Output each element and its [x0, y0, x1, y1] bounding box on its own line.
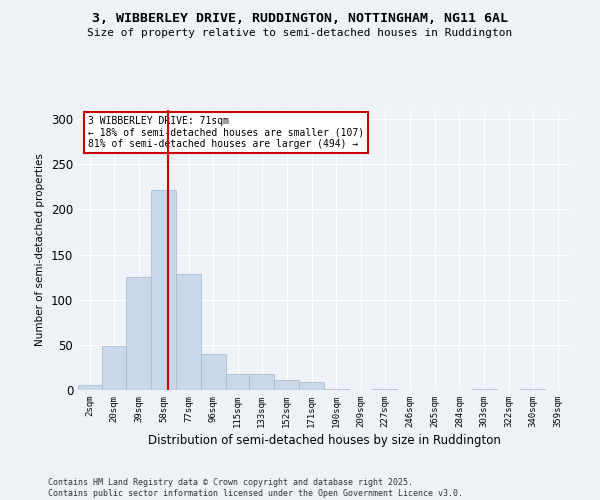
Bar — [127, 277, 151, 390]
Text: 3 WIBBERLEY DRIVE: 71sqm
← 18% of semi-detached houses are smaller (107)
81% of : 3 WIBBERLEY DRIVE: 71sqm ← 18% of semi-d… — [88, 116, 364, 149]
Bar — [274, 380, 299, 390]
Bar — [78, 386, 101, 390]
Bar — [324, 389, 349, 390]
Bar — [520, 389, 545, 390]
Text: Size of property relative to semi-detached houses in Ruddington: Size of property relative to semi-detach… — [88, 28, 512, 38]
Text: Contains HM Land Registry data © Crown copyright and database right 2025.
Contai: Contains HM Land Registry data © Crown c… — [48, 478, 463, 498]
Bar — [201, 354, 226, 390]
Bar — [101, 346, 127, 390]
Bar — [373, 389, 397, 390]
X-axis label: Distribution of semi-detached houses by size in Ruddington: Distribution of semi-detached houses by … — [148, 434, 500, 447]
Bar — [250, 374, 274, 390]
Bar — [472, 389, 497, 390]
Bar — [151, 190, 176, 390]
Y-axis label: Number of semi-detached properties: Number of semi-detached properties — [35, 154, 46, 346]
Text: 3, WIBBERLEY DRIVE, RUDDINGTON, NOTTINGHAM, NG11 6AL: 3, WIBBERLEY DRIVE, RUDDINGTON, NOTTINGH… — [92, 12, 508, 26]
Bar — [226, 374, 250, 390]
Bar — [176, 274, 201, 390]
Bar — [299, 382, 324, 390]
